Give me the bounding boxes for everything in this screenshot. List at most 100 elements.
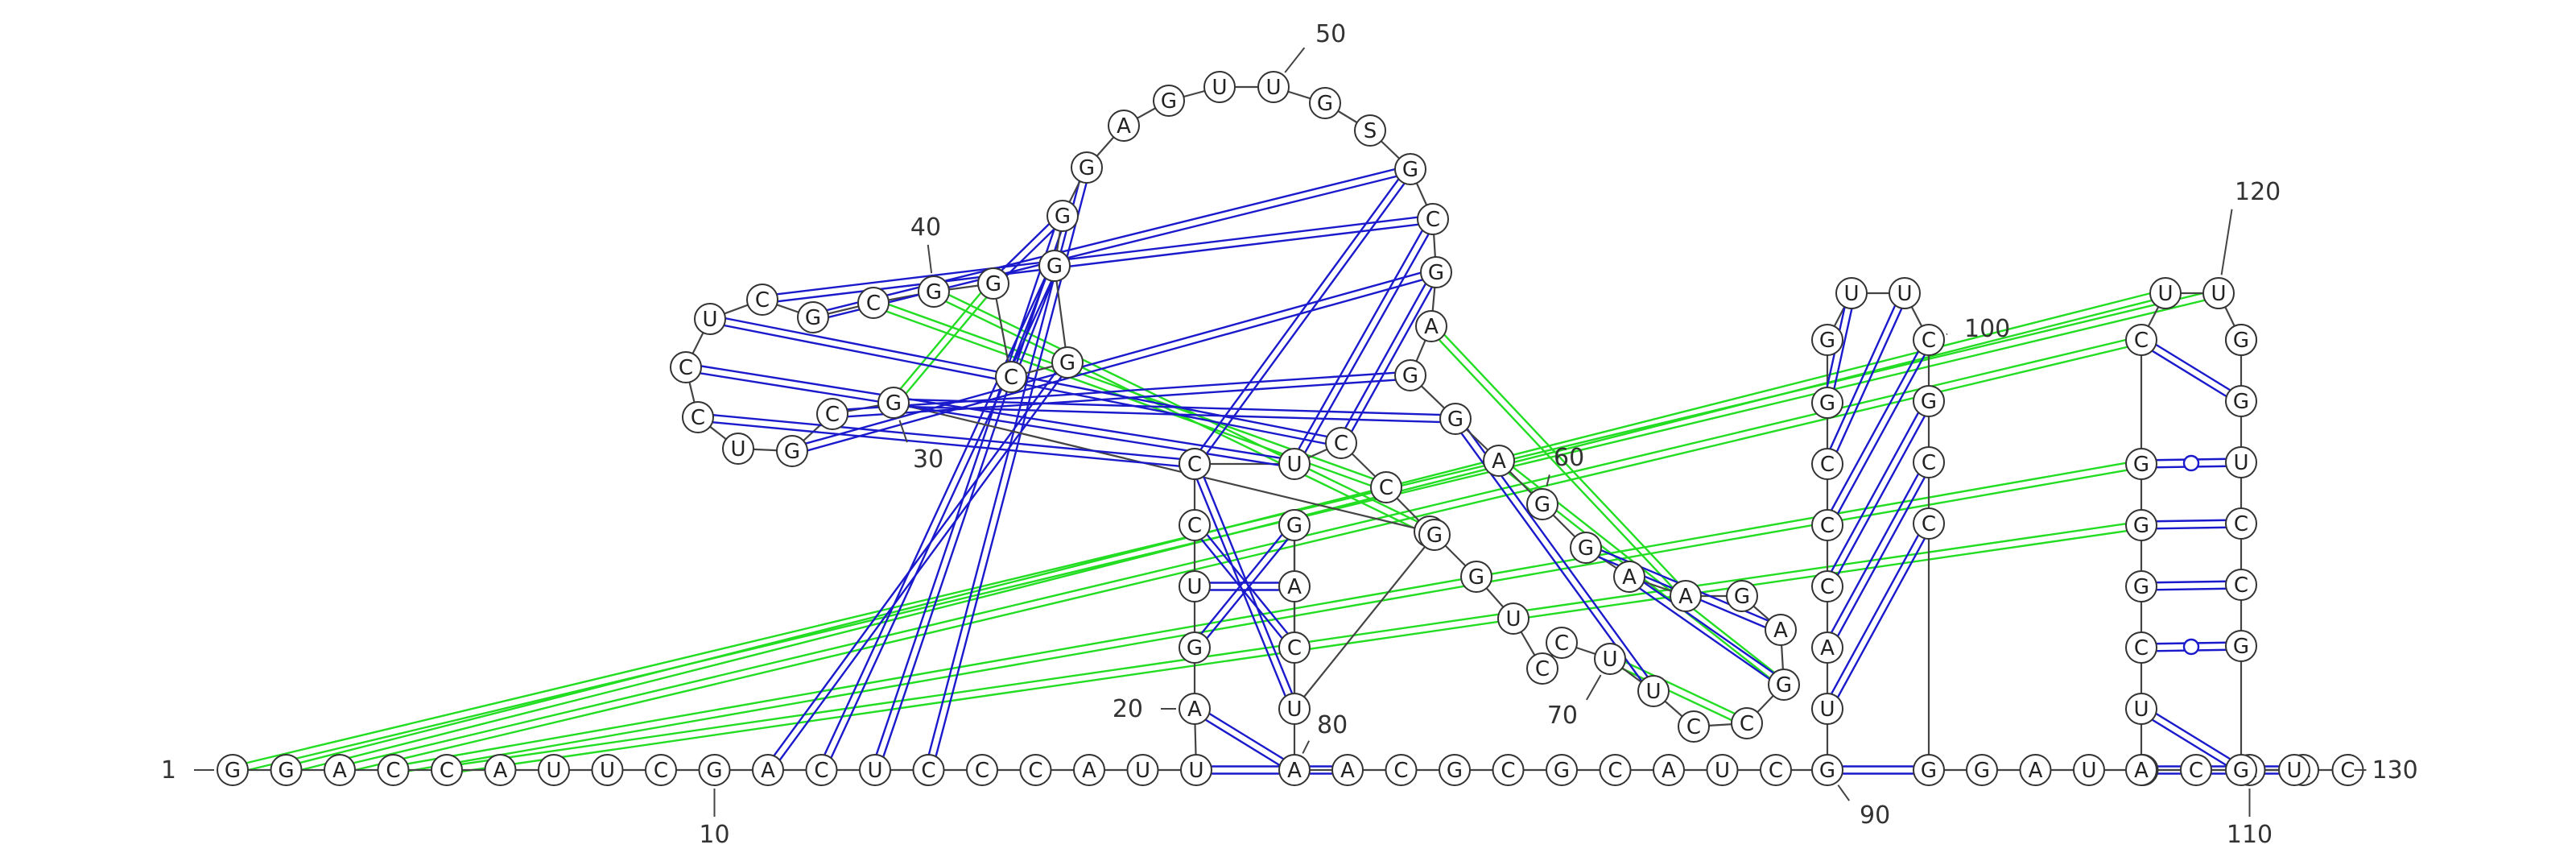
nucleotide-letter: G <box>1734 585 1750 609</box>
nucleotide: G <box>2225 385 2257 417</box>
position-label: 100 <box>1964 315 2010 343</box>
nucleotide-letter: G <box>2233 759 2249 783</box>
nucleotide-circle <box>2225 385 2257 417</box>
nucleotide: C <box>1811 509 1843 541</box>
nucleotide-letter: A <box>1678 585 1693 609</box>
base-pair-line <box>832 378 1411 419</box>
base-pair-line <box>2140 519 2241 523</box>
pseudoknot-interaction-line <box>1343 273 1440 445</box>
nucleotide-circle <box>797 301 829 333</box>
nucleotides: GGACCAUUCGACUCCCAUUAGUCUCUCCCGCGUCCUCGCG… <box>217 71 2364 786</box>
nucleotide: G <box>1460 561 1492 593</box>
nucleotide-letter: G <box>1426 524 1443 548</box>
nucleotide-circle <box>1180 754 1212 786</box>
nucleotide: G <box>977 267 1009 300</box>
nucleotide-letter: C <box>866 292 881 316</box>
nucleotide-circle <box>1179 693 1211 725</box>
position-tick <box>1586 674 1602 701</box>
nucleotide-circle <box>1394 153 1426 185</box>
position-label: 120 <box>2235 178 2281 206</box>
nucleotide-letter: U <box>1286 453 1302 477</box>
nucleotide-circle <box>1913 446 1945 478</box>
nucleotide-circle <box>1889 277 1921 309</box>
nucleotide-circle <box>2125 754 2157 786</box>
nucleotide-letter: C <box>1922 329 1936 353</box>
nucleotide-circle <box>918 275 950 308</box>
nucleotide: C <box>1179 448 1211 480</box>
nucleotide: G <box>1726 580 1758 612</box>
tertiary-interaction-line <box>1427 328 1684 599</box>
nucleotide: G <box>698 754 731 786</box>
nucleotide: C <box>1278 631 1311 664</box>
nucleotide-circle <box>1594 643 1626 675</box>
base-pair-line <box>1195 705 1297 768</box>
nucleotide-letter: C <box>1287 636 1302 660</box>
nucleotide: C <box>1678 710 1710 743</box>
nucleotide: A <box>1811 631 1843 664</box>
nucleotide-circle <box>1108 110 1140 142</box>
nucleotide-letter: A <box>1117 114 1131 139</box>
nucleotide-circle <box>2225 630 2257 662</box>
nucleotide-circle <box>2019 754 2052 786</box>
position-tick <box>2220 209 2233 275</box>
nucleotide-letter: G <box>1554 759 1570 783</box>
nucleotide-letter: G <box>886 391 902 416</box>
nucleotide-letter: G <box>2233 390 2249 414</box>
nucleotide: G <box>1811 387 1843 419</box>
nucleotide-letter: U <box>1212 76 1227 100</box>
nucleotide: U <box>722 433 754 465</box>
nucleotide: C <box>1811 448 1843 480</box>
nucleotide-letter: C <box>1187 514 1202 538</box>
nucleotide: G <box>1394 153 1426 185</box>
position-label: 130 <box>2372 756 2418 785</box>
nucleotide: G <box>1278 509 1311 541</box>
nucleotide-circle <box>1439 403 1472 435</box>
base-pair-line <box>1829 463 1933 650</box>
base-pair-line <box>894 398 1456 416</box>
nucleotide-letter: C <box>1393 759 1408 783</box>
nucleotide-letter: G <box>1317 92 1333 116</box>
nucleotide-circle <box>645 754 677 786</box>
nucleotide: U <box>694 303 726 335</box>
nucleotide-circle <box>776 435 808 467</box>
nucleotide-circle <box>816 398 848 430</box>
nucleotide: U <box>859 754 891 786</box>
nucleotide: U <box>1889 277 1921 309</box>
nucleotide: G <box>1179 631 1211 664</box>
base-pair-line <box>893 405 1455 424</box>
nucleotide-circle <box>1203 71 1236 103</box>
nucleotide: U <box>1179 570 1211 602</box>
nucleotide: C <box>377 754 410 786</box>
nucleotide-letter: U <box>600 759 615 783</box>
nucleotide-circle <box>1046 200 1079 232</box>
nucleotide-letter: A <box>2029 759 2043 783</box>
nucleotide: A <box>1483 445 1515 477</box>
base-pair-line <box>762 214 1433 297</box>
nucleotide: C <box>1325 427 1357 459</box>
position-tick <box>1546 474 1550 486</box>
nucleotide-circle <box>1354 114 1386 147</box>
nucleotide: C <box>746 284 778 316</box>
nucleotide-letter: A <box>1773 619 1788 643</box>
tertiary-interaction-line <box>392 459 2141 768</box>
nucleotide: U <box>538 754 570 786</box>
nucleotide-circle <box>670 351 702 383</box>
nucleotide-letter: U <box>1265 76 1281 100</box>
nucleotide-letter: G <box>1921 759 1937 783</box>
nucleotide-circle <box>1811 448 1843 480</box>
nucleotide: G <box>1071 151 1103 184</box>
nucleotide-letter: A <box>1287 575 1302 599</box>
pseudoknot-interaction-line <box>1296 220 1437 466</box>
nucleotide-letter: C <box>1820 453 1835 477</box>
nucleotide: C <box>682 401 714 433</box>
nucleotide: U <box>2202 277 2235 309</box>
position-label: 20 <box>1113 695 1143 723</box>
nucleotide-circle <box>1811 570 1843 602</box>
nucleotide: C <box>431 754 463 786</box>
nucleotide: C <box>1417 203 1449 235</box>
nucleotide-letter: U <box>867 759 882 783</box>
backbone-segment <box>1053 265 1069 363</box>
tertiary-interaction-line <box>895 285 997 406</box>
nucleotide: G <box>1768 669 1800 701</box>
nucleotide: G <box>1051 346 1084 379</box>
